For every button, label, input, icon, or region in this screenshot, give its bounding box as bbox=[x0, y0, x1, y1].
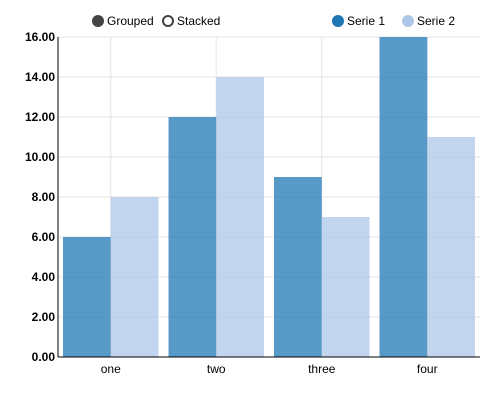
y-tick-label: 16.00 bbox=[25, 30, 55, 44]
y-tick-label: 2.00 bbox=[32, 310, 56, 324]
bar-serie-1-two[interactable] bbox=[168, 117, 217, 357]
legend-label: Serie 1 bbox=[347, 14, 386, 28]
x-tick-label: four bbox=[417, 362, 438, 376]
bar-serie-2-three[interactable] bbox=[321, 217, 370, 357]
y-tick-label: 10.00 bbox=[25, 150, 55, 164]
stacked-label: Stacked bbox=[177, 14, 221, 28]
bar-serie-1-one[interactable] bbox=[63, 237, 111, 357]
x-tick-label: three bbox=[308, 362, 336, 376]
bar-serie-1-three[interactable] bbox=[274, 177, 322, 357]
y-tick-label: 6.00 bbox=[32, 230, 56, 244]
grouped-option[interactable]: Grouped bbox=[92, 13, 154, 29]
stacked-option[interactable]: Stacked bbox=[162, 13, 220, 29]
y-tick-label: 8.00 bbox=[32, 190, 56, 204]
y-tick-label: 0.00 bbox=[32, 350, 56, 364]
legend-item-serie-1[interactable]: Serie 1 bbox=[332, 13, 385, 29]
radio-selected-icon bbox=[92, 15, 104, 27]
y-tick-label: 14.00 bbox=[25, 70, 55, 84]
bar-serie-2-four[interactable] bbox=[427, 137, 475, 357]
y-tick-label: 4.00 bbox=[32, 270, 56, 284]
bar-serie-2-two[interactable] bbox=[216, 77, 264, 357]
y-tick-label: 12.00 bbox=[25, 110, 55, 124]
legend-label: Serie 2 bbox=[417, 14, 456, 28]
bar-serie-2-one[interactable] bbox=[110, 197, 159, 357]
grouped-label: Grouped bbox=[107, 14, 154, 28]
radio-unselected-icon bbox=[162, 15, 174, 27]
legend-swatch-icon bbox=[332, 15, 344, 27]
legend-swatch-icon bbox=[402, 15, 414, 27]
x-tick-label: two bbox=[207, 362, 226, 376]
legend-item-serie-2[interactable]: Serie 2 bbox=[402, 13, 455, 29]
x-tick-label: one bbox=[101, 362, 121, 376]
bar-serie-1-four[interactable] bbox=[379, 37, 428, 357]
